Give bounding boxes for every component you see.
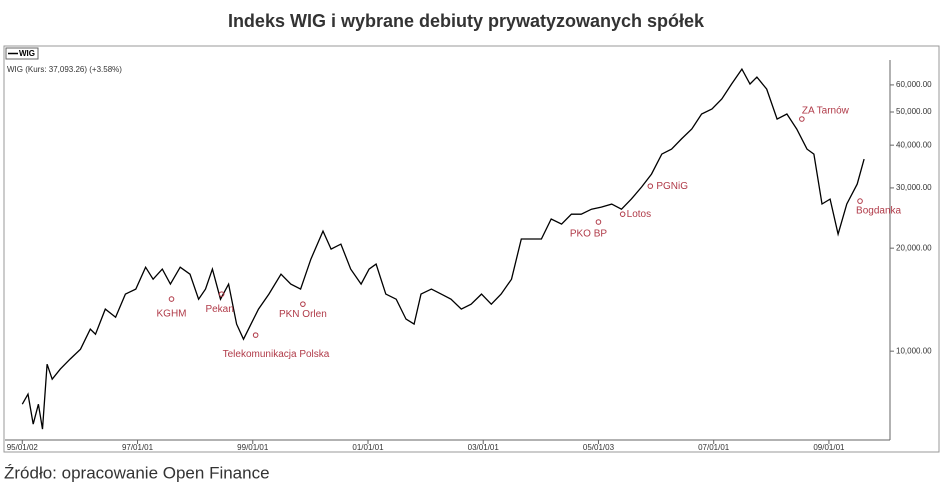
y-tick-label: 60,000.00 — [896, 80, 932, 89]
annotation-label: Bogdanka — [856, 206, 901, 217]
x-tick-label: 95/01/02 — [7, 443, 39, 452]
annotation-label: Pekan — [205, 304, 233, 315]
x-tick-label: 03/01/01 — [468, 443, 500, 452]
x-tick-label: 05/01/03 — [583, 443, 615, 452]
annotation-label: ZA Tarnów — [802, 106, 850, 117]
chart-title: Indeks WIG i wybrane debiuty prywatyzowa… — [228, 11, 705, 31]
y-tick-label: 40,000.00 — [896, 140, 932, 149]
annotation-marker — [857, 198, 863, 204]
legend-label: WIG — [19, 49, 35, 58]
annotation-marker — [218, 291, 225, 297]
annotation-marker — [300, 301, 306, 307]
annotation-label: KGHM — [157, 309, 187, 320]
source-note: Źródło: opracowanie Open Finance — [4, 463, 270, 482]
annotation-marker — [647, 183, 654, 189]
y-tick-label: 30,000.00 — [896, 183, 932, 192]
annotation-label: Telekomunikacja Polska — [223, 349, 330, 360]
annotation-label: PKN Orlen — [279, 309, 327, 320]
annotation-label: PGNiG — [656, 181, 688, 192]
legend-box — [5, 47, 39, 60]
y-tick-label: 50,000.00 — [896, 107, 932, 116]
x-tick-label: 01/01/01 — [352, 443, 384, 452]
x-tick-label: 07/01/01 — [698, 443, 730, 452]
annotation-marker — [168, 296, 175, 302]
annotation-marker — [595, 219, 602, 225]
annotation-marker — [799, 116, 805, 122]
chart-frame — [3, 45, 940, 453]
y-tick-label: 10,000.00 — [896, 346, 932, 355]
line-series — [21, 67, 865, 430]
annotation-label: Lotos — [627, 209, 651, 220]
annotation-marker — [252, 332, 259, 338]
annotation-marker — [619, 211, 626, 217]
y-tick-label: 20,000.00 — [896, 243, 932, 252]
x-tick-label: 99/01/01 — [237, 443, 269, 452]
chart-subtitle: WIG (Kurs: 37,093.26) (+3.58%) — [7, 65, 122, 74]
x-tick-label: 09/01/01 — [813, 443, 845, 452]
x-tick-label: 97/01/01 — [122, 443, 154, 452]
annotation-label: PKO BP — [570, 229, 608, 240]
